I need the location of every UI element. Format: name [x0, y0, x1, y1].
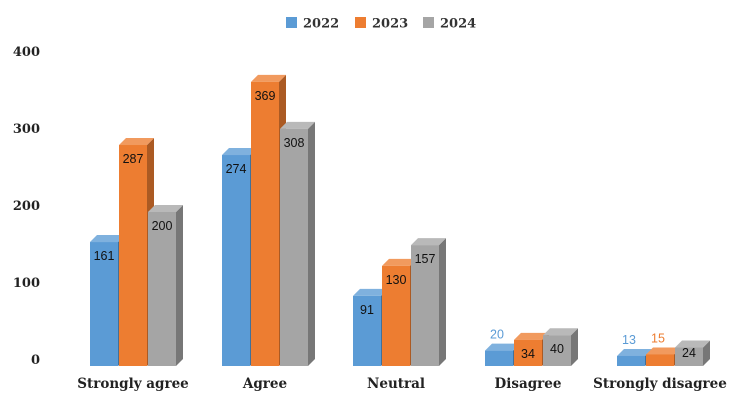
data-label: 91 — [360, 303, 374, 317]
bar-front — [90, 242, 118, 366]
bar-front — [222, 155, 250, 366]
y-tick-label: 200 — [13, 199, 40, 214]
bar-top — [646, 347, 681, 355]
bar-front — [382, 265, 410, 366]
data-label: 34 — [521, 347, 535, 361]
bar-front — [148, 212, 176, 366]
bar-top — [251, 74, 286, 82]
data-label: 274 — [226, 162, 247, 176]
legend-label-2024: 2024 — [440, 17, 476, 32]
data-label: 200 — [152, 219, 173, 233]
bar-front — [353, 295, 381, 366]
legend-label-2023: 2023 — [372, 17, 408, 32]
legend-label-2022: 2022 — [303, 17, 339, 32]
bar-top — [148, 205, 183, 212]
bar-2024-2 — [411, 238, 446, 366]
x-tick-label: Strongly agree — [77, 376, 189, 392]
bar-front — [675, 347, 703, 366]
bar-front — [280, 128, 308, 366]
bar-top — [485, 343, 520, 351]
bar-top — [543, 328, 578, 336]
legend-swatch-2023 — [355, 17, 366, 28]
data-label: 24 — [682, 346, 696, 360]
bar-side — [439, 238, 446, 366]
y-tick-label: 100 — [13, 276, 40, 291]
bar-2024-3 — [543, 328, 578, 366]
bar-side — [571, 328, 578, 366]
y-tick-label: 300 — [13, 122, 40, 137]
bar-side — [308, 121, 315, 366]
bar-front — [646, 354, 674, 366]
bar-side — [703, 340, 710, 366]
bar-2024-4 — [675, 340, 710, 366]
y-tick-label: 0 — [31, 353, 40, 368]
bar-front — [119, 145, 147, 366]
data-label: 287 — [123, 152, 144, 166]
bar-front — [251, 81, 279, 367]
x-tick-label: Disagree — [495, 376, 562, 392]
bar-side — [176, 205, 183, 366]
data-label: 20 — [490, 328, 504, 342]
data-label: 157 — [415, 252, 436, 266]
bar-2024-0 — [148, 205, 183, 366]
x-axis: Strongly agree Agree Neutral Disagree Strong… — [77, 376, 727, 392]
bar-front — [543, 335, 571, 366]
bar-front — [411, 245, 439, 366]
bar-top — [90, 235, 125, 243]
data-label: 13 — [622, 333, 636, 347]
bar-top — [280, 121, 315, 129]
bar-top — [514, 332, 549, 340]
data-label: 130 — [386, 273, 407, 287]
x-tick-label: Strongly disagree — [593, 376, 727, 392]
x-tick-label: Agree — [242, 376, 287, 392]
data-label: 15 — [651, 331, 665, 345]
bar-front — [514, 339, 542, 366]
y-tick-label: 400 — [13, 45, 40, 60]
bar-front — [485, 350, 513, 366]
bar-front — [617, 355, 645, 366]
bars — [90, 74, 710, 367]
data-label: 161 — [94, 249, 115, 263]
data-label: 308 — [284, 136, 305, 150]
legend-swatch-2024 — [423, 17, 434, 28]
y-axis: 0 100 200 300 400 — [13, 45, 40, 368]
bar-top — [617, 348, 652, 356]
bar-top — [222, 148, 257, 156]
data-label: 369 — [255, 89, 276, 103]
bar-2024-1 — [280, 121, 315, 366]
legend-swatch-2022 — [286, 17, 297, 28]
legend: 2022 2023 2024 — [286, 17, 476, 32]
bar-top — [382, 258, 417, 266]
bar-top — [353, 288, 388, 296]
data-labels: 161 287 200 274 369 308 91 130 157 20 34 40 13 15 24 — [94, 89, 696, 361]
bar-top — [411, 238, 446, 246]
bar-top — [675, 340, 710, 348]
bar-top — [119, 138, 154, 146]
x-tick-label: Neutral — [367, 376, 425, 392]
data-label: 40 — [550, 342, 564, 356]
